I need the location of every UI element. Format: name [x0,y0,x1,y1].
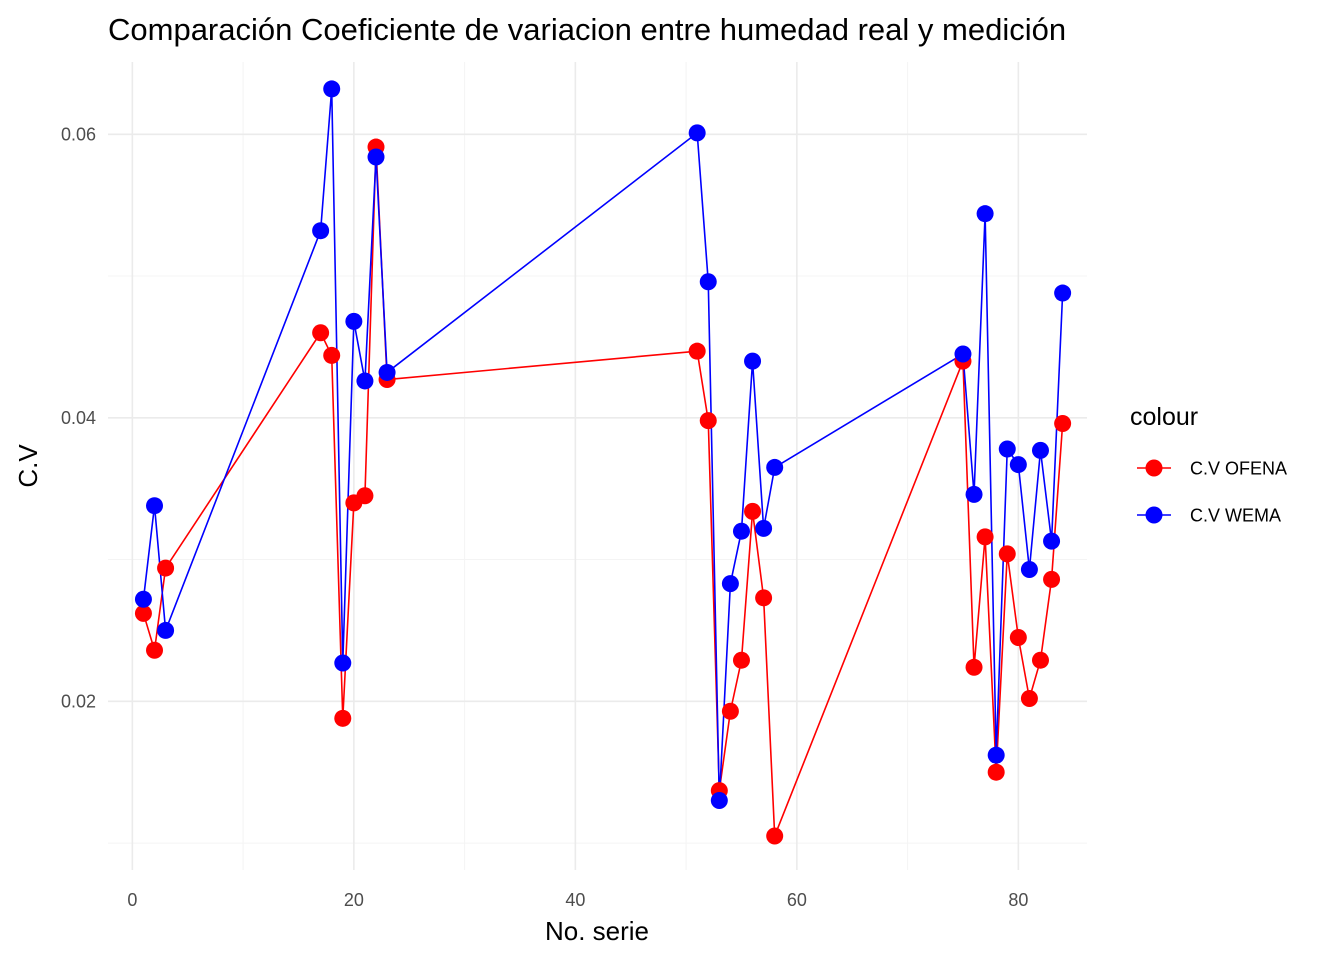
grid [108,62,1087,870]
data-point [134,604,152,622]
data-point [976,528,994,546]
data-point [312,324,330,342]
data-point [699,412,717,430]
data-point [356,487,374,505]
data-point [1031,651,1049,669]
x-axis-title: No. serie [545,916,649,946]
data-point [976,205,994,223]
data-point [323,80,341,98]
data-point [1054,414,1072,432]
data-point [334,709,352,727]
y-axis-title: C.V [13,444,43,488]
series-line [142,146,1064,837]
data-point [732,651,750,669]
series-line [142,88,1064,802]
y-axis-ticks: 0.02 0.04 0.06 [61,124,96,711]
x-tick-label: 80 [1008,890,1028,910]
data-point [1054,284,1072,302]
data-point [1031,441,1049,459]
legend-label: C.V OFENA [1190,459,1287,479]
legend-key-point [1145,506,1163,524]
data-point [378,363,396,381]
data-point [334,654,352,672]
data-point [1020,560,1038,578]
y-tick-label: 0.04 [61,408,96,428]
data-point [755,519,773,537]
data-point [965,485,983,503]
data-point [766,827,784,845]
data-point [732,522,750,540]
data-point [1043,532,1061,550]
legend-label: C.V WEMA [1190,506,1281,526]
legend-title: colour [1130,403,1198,431]
data-point [367,148,385,166]
data-point [954,345,972,363]
data-point [1009,629,1027,647]
legend: colour C.V OFENA C.V WEMA [1130,403,1287,526]
data-point [146,497,164,515]
x-axis-ticks: 0 20 40 60 80 [127,890,1028,910]
data-point [998,440,1016,458]
data-point [987,763,1005,781]
data-point [721,702,739,720]
chart-title: Comparación Coeficiente de variacion ent… [108,12,1066,47]
data-point [710,792,728,810]
x-tick-label: 40 [565,890,585,910]
data-point [1043,570,1061,588]
data-point [987,746,1005,764]
legend-key-point [1145,459,1163,477]
data-point [721,575,739,593]
data-point [157,559,175,577]
data-point [755,589,773,607]
data-point [157,621,175,639]
data-point [688,342,706,360]
y-tick-label: 0.02 [61,691,96,711]
data-point [766,458,784,476]
data-point [965,658,983,676]
x-tick-label: 20 [344,890,364,910]
data-point [1009,456,1027,474]
data-point [744,502,762,520]
data-point [356,372,374,390]
data-point [699,273,717,291]
x-tick-label: 60 [787,890,807,910]
data-point [744,352,762,370]
data-point [345,312,363,330]
series-layer [134,80,1072,845]
data-point [323,346,341,364]
data-point [146,641,164,659]
data-point [998,545,1016,563]
data-point [1020,689,1038,707]
data-point [688,124,706,142]
x-tick-label: 0 [127,890,137,910]
data-point [312,222,330,240]
y-tick-label: 0.06 [61,124,96,144]
data-point [134,590,152,608]
